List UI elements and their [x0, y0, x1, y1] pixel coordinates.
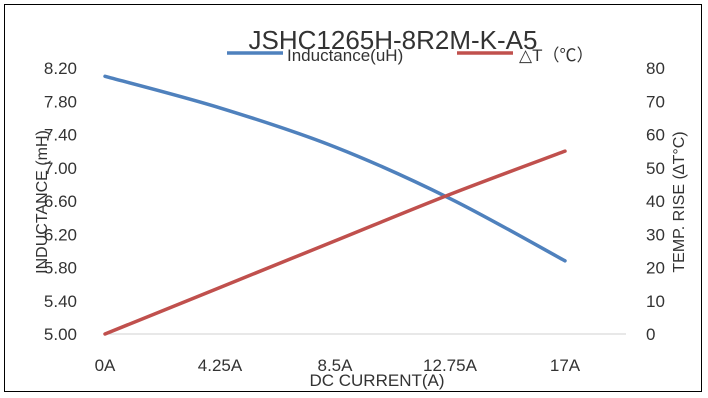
chart-frame: 5.00 5.40 5.80 6.20 6.60 7.00 7.40 7.80 8.20 0 10…: [4, 4, 702, 392]
temperature-series-line: [103, 149, 567, 336]
left-tick-label: 7.00: [44, 159, 77, 178]
right-tick-label: 20: [646, 259, 665, 278]
right-tick-label: 60: [646, 126, 665, 145]
right-tick-label: 0: [646, 325, 655, 344]
chart-title: JSHC1265H-8R2M-K-A5: [249, 25, 538, 55]
left-tick-label: 5.80: [44, 259, 77, 278]
left-tick-label: 5.40: [44, 292, 77, 311]
right-tick-label: 70: [646, 92, 665, 111]
left-axis-ticks: 5.00 5.40 5.80 6.20 6.60 7.00 7.40 7.80 8.20: [44, 59, 77, 344]
right-tick-label: 30: [646, 225, 665, 244]
legend: Inductance(uH) △T（℃）: [227, 46, 593, 65]
legend-label-temperature: △T（℃）: [519, 46, 593, 65]
x-tick-label: 4.25A: [198, 356, 243, 375]
left-tick-label: 8.20: [44, 59, 77, 78]
inductance-series-line: [103, 74, 567, 263]
inductance-temperature-chart: 5.00 5.40 5.80 6.20 6.60 7.00 7.40 7.80 8.20 0 10…: [34, 25, 688, 390]
left-tick-label: 7.80: [44, 92, 77, 111]
x-axis-label: DC CURRENT(A): [309, 371, 444, 390]
x-tick-label: 12.75A: [423, 356, 478, 375]
x-axis-ticks: 0A 4.25A 8.5A 12.75A 17A: [95, 356, 581, 375]
right-axis-ticks: 0 10 20 30 40 50 60 70 80: [646, 59, 665, 344]
right-tick-label: 40: [646, 192, 665, 211]
x-tick-label: 17A: [550, 356, 581, 375]
right-tick-label: 10: [646, 292, 665, 311]
right-tick-label: 80: [646, 59, 665, 78]
series-lines: [103, 74, 567, 336]
left-tick-label: 7.40: [44, 126, 77, 145]
x-tick-label: 0A: [95, 356, 116, 375]
left-tick-label: 6.60: [44, 192, 77, 211]
right-tick-label: 50: [646, 159, 665, 178]
left-axis-label: INDUCTANCE (mH): [34, 130, 51, 274]
left-tick-label: 6.20: [44, 225, 77, 244]
left-tick-label: 5.00: [44, 325, 77, 344]
right-axis-label: TEMP. RISE (∆T°C): [671, 131, 688, 272]
x-tick-label: 8.5A: [318, 356, 354, 375]
legend-label-inductance: Inductance(uH): [287, 46, 403, 65]
